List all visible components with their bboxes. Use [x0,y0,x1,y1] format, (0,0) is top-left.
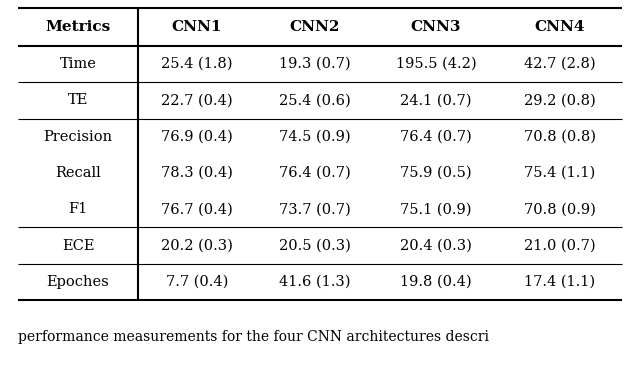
Text: 17.4 (1.1): 17.4 (1.1) [524,275,596,289]
Text: 74.5 (0.9): 74.5 (0.9) [279,130,351,144]
Text: 75.4 (1.1): 75.4 (1.1) [524,166,596,180]
Text: CNN4: CNN4 [535,20,585,34]
Text: CNN1: CNN1 [172,20,222,34]
Text: 195.5 (4.2): 195.5 (4.2) [396,57,476,71]
Text: 76.4 (0.7): 76.4 (0.7) [279,166,351,180]
Text: 76.4 (0.7): 76.4 (0.7) [400,130,472,144]
Text: 20.5 (0.3): 20.5 (0.3) [279,238,351,252]
Text: 25.4 (1.8): 25.4 (1.8) [161,57,233,71]
Text: 73.7 (0.7): 73.7 (0.7) [279,202,351,216]
Text: 7.7 (0.4): 7.7 (0.4) [166,275,228,289]
Text: ECE: ECE [61,238,94,252]
Text: 20.4 (0.3): 20.4 (0.3) [400,238,472,252]
Text: TE: TE [68,93,88,107]
Text: 29.2 (0.8): 29.2 (0.8) [524,93,596,107]
Text: 22.7 (0.4): 22.7 (0.4) [161,93,233,107]
Text: 76.9 (0.4): 76.9 (0.4) [161,130,233,144]
Text: F1: F1 [68,202,88,216]
Text: 19.8 (0.4): 19.8 (0.4) [400,275,472,289]
Text: Recall: Recall [55,166,101,180]
Text: 70.8 (0.8): 70.8 (0.8) [524,130,596,144]
Text: performance measurements for the four CNN architectures descri: performance measurements for the four CN… [18,330,489,344]
Text: Epoches: Epoches [47,275,109,289]
Text: Precision: Precision [44,130,113,144]
Text: 78.3 (0.4): 78.3 (0.4) [161,166,233,180]
Text: 24.1 (0.7): 24.1 (0.7) [400,93,472,107]
Text: 41.6 (1.3): 41.6 (1.3) [279,275,351,289]
Text: Metrics: Metrics [45,20,111,34]
Text: 76.7 (0.4): 76.7 (0.4) [161,202,233,216]
Text: 70.8 (0.9): 70.8 (0.9) [524,202,596,216]
Text: 25.4 (0.6): 25.4 (0.6) [279,93,351,107]
Text: 19.3 (0.7): 19.3 (0.7) [279,57,351,71]
Text: Time: Time [60,57,97,71]
Text: 75.9 (0.5): 75.9 (0.5) [400,166,472,180]
Text: 21.0 (0.7): 21.0 (0.7) [524,238,596,252]
Text: 42.7 (2.8): 42.7 (2.8) [524,57,596,71]
Text: 75.1 (0.9): 75.1 (0.9) [400,202,472,216]
Text: CNN3: CNN3 [411,20,461,34]
Text: CNN2: CNN2 [290,20,340,34]
Text: 20.2 (0.3): 20.2 (0.3) [161,238,233,252]
